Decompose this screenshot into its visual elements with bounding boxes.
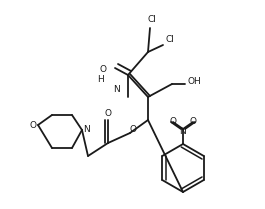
Text: Cl: Cl: [166, 36, 174, 45]
Text: O: O: [29, 121, 37, 130]
Text: Cl: Cl: [148, 15, 156, 24]
Text: O: O: [99, 65, 107, 74]
Text: O: O: [104, 108, 112, 117]
Text: H: H: [97, 74, 103, 84]
Text: N: N: [113, 85, 120, 94]
Text: O: O: [130, 125, 136, 135]
Text: O: O: [189, 117, 197, 126]
Text: N: N: [180, 127, 186, 136]
Text: N: N: [84, 125, 90, 135]
Text: O: O: [170, 117, 176, 126]
Text: OH: OH: [188, 76, 202, 85]
